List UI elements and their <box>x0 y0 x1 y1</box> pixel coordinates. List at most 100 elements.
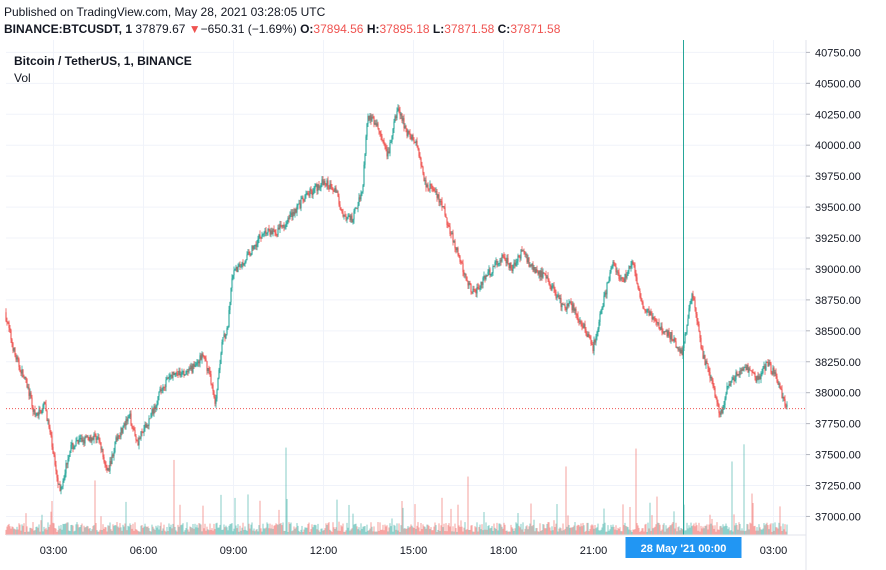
volume-bar <box>491 526 493 535</box>
candle-body <box>188 368 190 372</box>
candle-body <box>468 282 470 286</box>
candle-body <box>97 437 99 439</box>
volume-bar <box>119 523 121 535</box>
volume-bar <box>241 527 243 535</box>
volume-bar <box>91 529 93 535</box>
volume-bar <box>115 525 117 535</box>
volume-bar <box>688 525 690 535</box>
candle-body <box>47 420 49 421</box>
volume-bar <box>653 527 655 535</box>
candle-body <box>725 393 727 399</box>
volume-bar <box>532 525 534 535</box>
candle-body <box>355 207 357 209</box>
candle-body <box>320 183 322 188</box>
candle-body <box>556 297 558 299</box>
volume-bar <box>539 523 541 535</box>
volume-bar <box>632 529 634 535</box>
candle-body <box>449 226 451 234</box>
volume-bar <box>317 523 319 535</box>
volume-bar <box>285 447 287 535</box>
candle-body <box>182 370 184 373</box>
candle-body <box>338 196 340 205</box>
volume-bar <box>473 531 475 535</box>
candle-body <box>593 340 595 352</box>
candle-body <box>740 370 742 372</box>
volume-bar <box>780 526 782 535</box>
volume-bar <box>692 525 694 535</box>
candle-body <box>479 288 481 290</box>
candle-body <box>433 188 435 192</box>
volume-bar <box>538 531 540 535</box>
candle-body <box>548 279 550 285</box>
volume-bar <box>413 527 415 535</box>
volume-bar <box>320 528 322 535</box>
candle-body <box>642 302 644 308</box>
candle-body <box>452 232 454 243</box>
volume-bar <box>402 507 404 535</box>
candle-body <box>693 298 695 301</box>
volume-bar <box>272 528 274 535</box>
candle-body <box>339 204 341 208</box>
volume-bar <box>131 528 133 535</box>
candle-body <box>373 116 375 125</box>
volume-bar <box>362 526 364 535</box>
volume-bar <box>205 530 207 535</box>
candle-body <box>266 232 268 234</box>
candle-body <box>666 330 668 337</box>
volume-bar <box>190 527 192 535</box>
candle-body <box>284 226 286 228</box>
volume-bar <box>648 528 650 535</box>
volume-bar <box>90 531 92 535</box>
candle-body <box>748 368 750 373</box>
volume-bar <box>737 529 739 535</box>
candle-body <box>439 201 441 203</box>
candle-body <box>778 383 780 385</box>
volume-bar <box>35 526 37 535</box>
volume-bar <box>541 530 543 535</box>
candle-body <box>248 252 250 254</box>
candle-body <box>464 273 466 275</box>
volume-bar <box>376 531 378 535</box>
volume-bar <box>760 529 762 535</box>
candle-body <box>569 302 571 304</box>
candle-body <box>136 440 138 442</box>
volume-bar <box>755 530 757 535</box>
price-tick-label: 38500.00 <box>815 326 861 338</box>
volume-bar <box>65 523 67 535</box>
volume-bar <box>47 522 49 535</box>
volume-bar <box>697 530 699 535</box>
candle-body <box>579 321 581 323</box>
volume-bar <box>427 524 429 535</box>
candle-body <box>85 436 87 438</box>
volume-bar <box>61 529 63 535</box>
candle-body <box>225 334 227 339</box>
volume-bar <box>403 528 405 535</box>
volume-bar <box>701 528 703 535</box>
time-axis[interactable]: 03:00 06:00 09:00 12:00 15:00 18:00 21:00 03:00 <box>6 534 806 557</box>
volume-bar <box>582 522 584 535</box>
candle-body <box>443 206 445 208</box>
volume-bar <box>764 525 766 535</box>
candle-body <box>719 413 721 415</box>
volume-bar <box>75 524 77 535</box>
candle-body <box>321 179 323 184</box>
volume-bar <box>555 523 557 535</box>
volume-bar <box>665 525 667 535</box>
candle-body <box>674 338 676 342</box>
volume-bar <box>733 514 735 535</box>
candle-body <box>25 376 27 380</box>
volume-bar <box>393 524 395 535</box>
candle-body <box>267 229 269 233</box>
candle-body <box>315 184 317 187</box>
candle-body <box>279 224 281 230</box>
volume-bar <box>244 526 246 535</box>
volume-bar <box>624 522 626 535</box>
candle-body <box>296 205 298 213</box>
volume-bar <box>182 523 184 535</box>
volume-bar <box>468 529 470 535</box>
volume-bar <box>752 503 754 535</box>
volume-bar <box>135 529 137 535</box>
candle-body <box>115 437 117 442</box>
price-axis[interactable]: 40750.0040500.0040250.0040000.0039750.00… <box>805 40 886 570</box>
